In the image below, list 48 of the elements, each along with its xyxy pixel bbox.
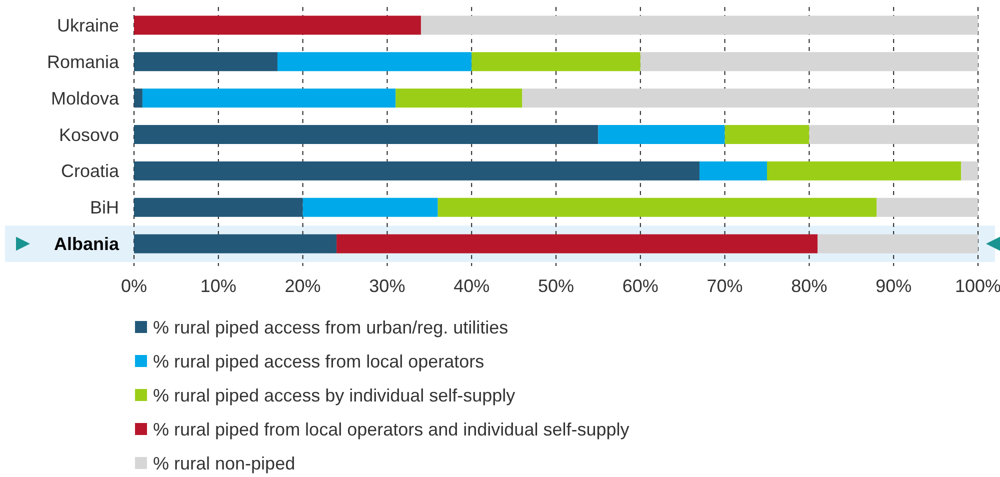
y-tick-label: Albania: [54, 234, 120, 254]
bar: [472, 52, 640, 72]
x-tick-label: 30%: [369, 276, 406, 296]
bar: [640, 52, 978, 72]
x-tick-label: 70%: [706, 276, 743, 296]
x-tick-label: 50%: [538, 276, 574, 296]
y-tick-label: Moldova: [50, 88, 120, 108]
bar: [134, 88, 142, 108]
bar: [134, 198, 303, 217]
legend-label: % rural non-piped: [153, 453, 296, 474]
y-tick-label: Kosovo: [58, 124, 119, 145]
bar: [598, 125, 725, 144]
legend-label: % rural piped access from local operators: [153, 351, 484, 372]
bar: [277, 52, 472, 72]
bar: [336, 234, 818, 254]
bar: [876, 198, 978, 217]
x-tick-label: 40%: [454, 276, 490, 296]
bar: [809, 125, 978, 144]
bar: [522, 88, 978, 108]
x-tick-label: 0%: [120, 276, 148, 296]
x-tick-label: 80%: [791, 276, 828, 296]
legend-label: % rural piped access by individual self-supply: [153, 385, 516, 406]
y-tick-label: Romania: [46, 52, 120, 72]
x-tick-label: 90%: [876, 276, 912, 296]
bar: [961, 161, 978, 180]
y-tick-label: Ukraine: [56, 16, 119, 36]
bar: [767, 161, 962, 180]
legend-label: % rural piped access from urban/reg. utilities: [153, 317, 508, 338]
bar: [134, 16, 421, 35]
bar: [396, 88, 522, 108]
bar: [420, 16, 978, 35]
x-tick-label: 60%: [622, 276, 658, 296]
bar: [302, 198, 438, 217]
bar: [699, 161, 767, 180]
x-tick-label: 20%: [284, 276, 321, 296]
y-tick-label: BiH: [90, 198, 119, 218]
bar: [142, 88, 396, 108]
bar: [818, 234, 978, 254]
x-tick-label: 100%: [954, 276, 1000, 296]
bar: [134, 125, 598, 144]
x-tick-label: 10%: [200, 276, 236, 296]
y-tick-label: Croatia: [60, 161, 120, 182]
bar: [134, 161, 700, 180]
legend-label: % rural piped from local operators and individual self-supply: [153, 419, 630, 440]
bar: [438, 198, 877, 217]
bar: [724, 125, 810, 144]
bar: [134, 234, 337, 254]
bar: [134, 52, 278, 72]
